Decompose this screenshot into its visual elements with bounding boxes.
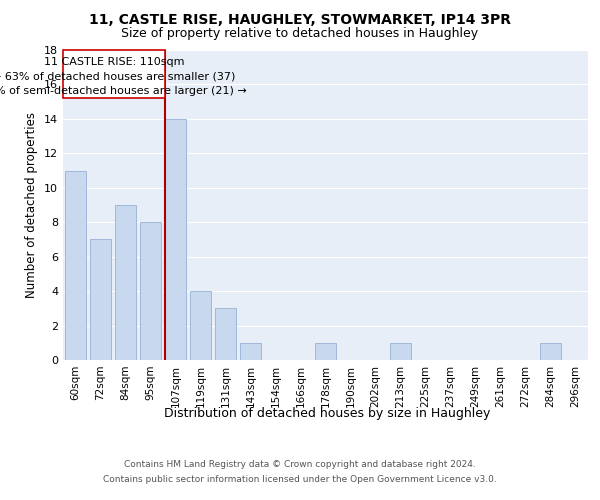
Text: 36% of semi-detached houses are larger (21) →: 36% of semi-detached houses are larger (… bbox=[0, 86, 247, 97]
Text: ← 63% of detached houses are smaller (37): ← 63% of detached houses are smaller (37… bbox=[0, 72, 236, 82]
Bar bbox=[240, 343, 261, 360]
Text: Distribution of detached houses by size in Haughley: Distribution of detached houses by size … bbox=[164, 408, 490, 420]
Text: 11, CASTLE RISE, HAUGHLEY, STOWMARKET, IP14 3PR: 11, CASTLE RISE, HAUGHLEY, STOWMARKET, I… bbox=[89, 12, 511, 26]
Text: 11 CASTLE RISE: 110sqm: 11 CASTLE RISE: 110sqm bbox=[44, 57, 184, 67]
Bar bbox=[390, 343, 411, 360]
Bar bbox=[540, 343, 561, 360]
Bar bbox=[190, 291, 211, 360]
Text: Size of property relative to detached houses in Haughley: Size of property relative to detached ho… bbox=[121, 28, 479, 40]
Bar bbox=[140, 222, 161, 360]
Bar bbox=[215, 308, 236, 360]
Text: Contains public sector information licensed under the Open Government Licence v3: Contains public sector information licen… bbox=[103, 475, 497, 484]
Bar bbox=[90, 240, 111, 360]
Bar bbox=[63, 50, 165, 98]
Bar bbox=[115, 205, 136, 360]
Bar bbox=[65, 170, 86, 360]
Bar bbox=[165, 119, 186, 360]
Bar bbox=[315, 343, 336, 360]
Y-axis label: Number of detached properties: Number of detached properties bbox=[25, 112, 38, 298]
Text: Contains HM Land Registry data © Crown copyright and database right 2024.: Contains HM Land Registry data © Crown c… bbox=[124, 460, 476, 469]
